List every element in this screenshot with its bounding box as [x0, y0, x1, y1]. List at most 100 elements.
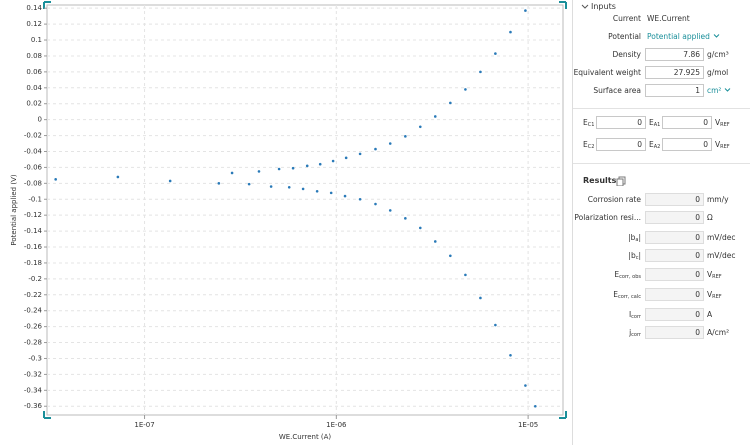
unit[interactable]: cm² — [707, 84, 731, 98]
unit: A/cm² — [707, 326, 729, 340]
text: Corrosion rate — [587, 195, 641, 204]
y-tick-label: 0.04 — [26, 84, 42, 92]
plot-frame — [46, 4, 564, 416]
dropdown-chevron[interactable] — [713, 33, 720, 39]
tafel-row: EC2 0 EA2 0 VREF — [573, 138, 750, 152]
text: A/cm² — [707, 328, 730, 337]
y-tick-label: -0.34 — [24, 386, 43, 394]
y-tick-label: -0.1 — [28, 195, 42, 203]
unit: g/cm³ — [707, 50, 729, 59]
x-tick-label: 1E-07 — [134, 421, 154, 429]
y-tick-label: -0.2 — [28, 275, 42, 283]
y-tick-label: -0.22 — [24, 291, 42, 299]
data-point — [509, 30, 512, 34]
result-box: 0 — [645, 326, 704, 339]
text: V — [707, 270, 713, 279]
y-tick-label: 0.08 — [26, 52, 42, 60]
field-label: |ba| — [628, 231, 641, 245]
subscript: A1 — [653, 122, 661, 128]
field-label: |bc| — [628, 249, 641, 263]
data-point — [168, 179, 172, 183]
y-tick-label: -0.08 — [24, 179, 42, 187]
copy-icon[interactable] — [616, 176, 626, 186]
text: V — [715, 140, 721, 149]
unit: VREF — [707, 268, 722, 284]
subscript: corr — [631, 332, 641, 338]
collapse-chevron[interactable] — [581, 3, 589, 11]
data-point — [257, 170, 261, 173]
y-tick-label: 0.12 — [26, 20, 42, 28]
data-point — [388, 142, 392, 145]
result-row: Ecorr, obs 0 VREF — [573, 268, 750, 282]
text: |b — [628, 251, 636, 260]
result-row: |bc| 0 mV/dec — [573, 249, 750, 263]
data-point — [247, 182, 251, 186]
y-tick-label: 0.1 — [31, 36, 42, 44]
subscript: C1 — [587, 122, 595, 128]
subscript: corr, obs — [619, 274, 641, 280]
input-row: Potential Potential applied — [573, 30, 750, 44]
data-point — [329, 191, 333, 195]
y-tick-label: 0 — [38, 116, 42, 124]
result-box: 0 — [645, 211, 704, 224]
data-point — [374, 202, 377, 206]
input-row: Current WE.Current — [573, 12, 750, 26]
data-point — [524, 9, 527, 12]
y-tick-label: -0.02 — [24, 132, 42, 140]
text: I — [628, 310, 632, 319]
data-point — [388, 209, 392, 212]
y-axis-label: Potential applied (V) — [10, 174, 18, 245]
result-box: 0 — [645, 268, 704, 281]
y-tick-label: -0.32 — [24, 370, 42, 378]
x-axis-label: WE.Current (A) — [279, 433, 332, 441]
text: Ω — [707, 213, 713, 222]
y-tick-label: -0.16 — [24, 243, 43, 251]
data-point — [479, 296, 482, 300]
input-box[interactable]: 0 — [662, 116, 712, 129]
unit: VREF — [707, 288, 722, 304]
input-box[interactable]: 0 — [596, 138, 646, 151]
data-point — [494, 323, 497, 327]
field-label: EA1 — [649, 116, 660, 132]
input-row: Surface area 1 cm² — [573, 84, 750, 98]
subscript: REF — [720, 122, 730, 128]
text: j — [629, 328, 632, 337]
text: mm/y — [707, 195, 729, 204]
text: Polarization resi... — [574, 213, 641, 222]
data-point — [404, 217, 407, 220]
data-point — [433, 240, 437, 243]
input-box[interactable]: 1 — [645, 84, 704, 97]
input-box[interactable]: 27.925 — [645, 66, 704, 79]
text: mV/dec — [707, 233, 736, 242]
input-box[interactable]: 7.86 — [645, 48, 704, 61]
inputs-header[interactable]: Inputs — [591, 2, 616, 11]
result-row: Polarization resi... 0 Ω — [573, 211, 750, 225]
unit: VREF — [715, 138, 730, 154]
input-box[interactable]: 0 — [596, 116, 646, 129]
results-header: Results — [583, 176, 617, 185]
field-value[interactable]: Potential applied — [647, 30, 720, 44]
data-point — [54, 178, 57, 181]
y-tick-label: -0.06 — [24, 163, 43, 171]
input-box[interactable]: 0 — [662, 138, 712, 151]
result-row: Icorr 0 A — [573, 308, 750, 322]
text: E — [583, 140, 588, 149]
data-point — [479, 70, 482, 74]
field-label: jcorr — [629, 326, 641, 340]
field-label: EC1 — [583, 116, 594, 132]
field-label: Density — [612, 50, 641, 59]
text: | — [638, 233, 641, 242]
field-label: EC2 — [583, 138, 594, 154]
data-point — [534, 404, 537, 408]
text: E — [649, 118, 654, 127]
dropdown-chevron[interactable] — [724, 87, 731, 93]
unit: mV/dec — [707, 231, 735, 245]
data-point — [524, 384, 527, 387]
y-tick-label: -0.3 — [28, 354, 42, 362]
data-point — [305, 164, 309, 168]
field-label: Potential — [608, 32, 641, 41]
x-tick-label: 1E-05 — [518, 421, 538, 429]
subscript: c — [635, 255, 639, 261]
tafel-row: EC1 0 EA1 0 VREF — [573, 116, 750, 130]
text: V — [715, 118, 721, 127]
